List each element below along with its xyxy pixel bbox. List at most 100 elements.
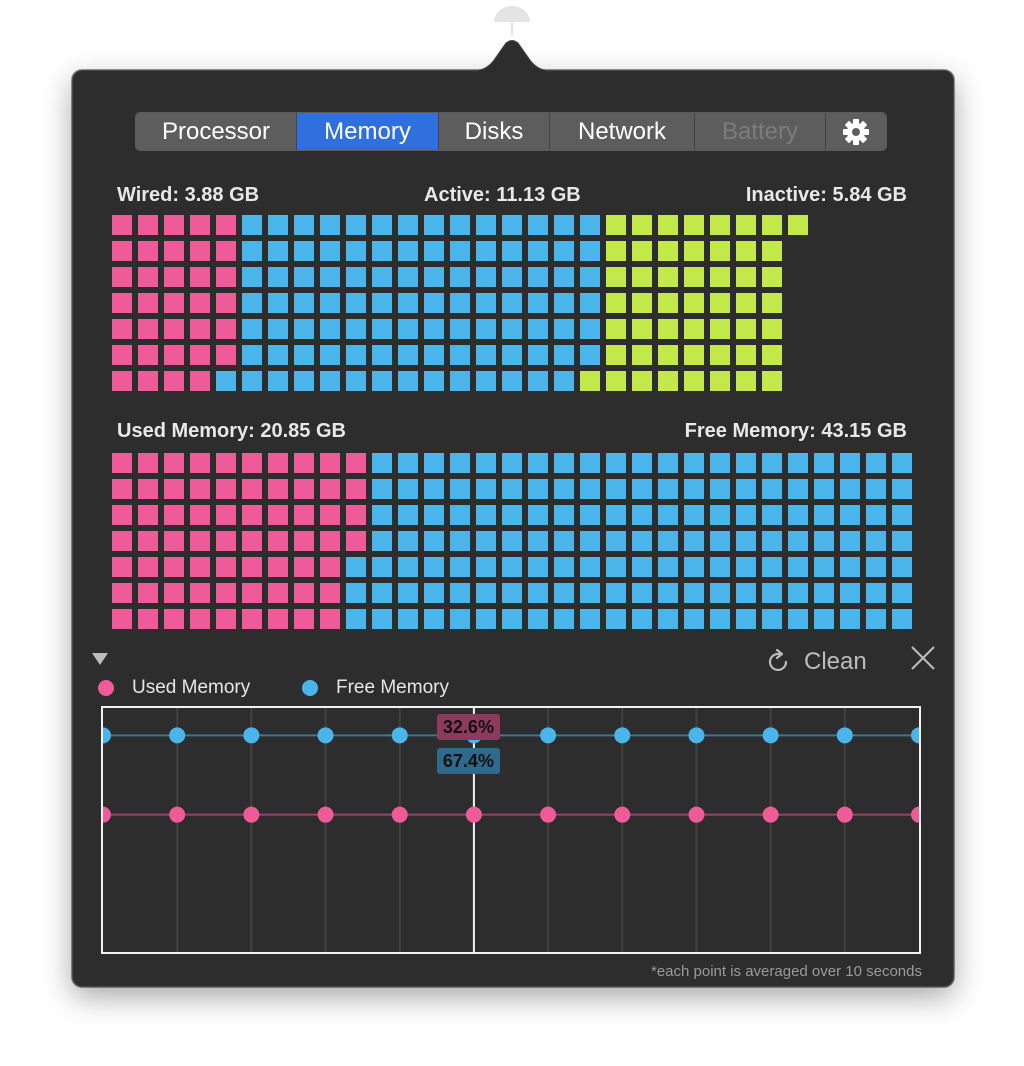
free-cell	[580, 609, 600, 629]
free-cell	[606, 479, 626, 499]
close-icon[interactable]	[910, 645, 936, 671]
used-cell	[164, 453, 184, 473]
inactive-cell	[632, 371, 652, 391]
inactive-cell	[710, 215, 730, 235]
wired-cell	[164, 215, 184, 235]
wired-cell	[112, 345, 132, 365]
wired-cell	[216, 345, 236, 365]
free-cell	[866, 479, 886, 499]
inactive-cell	[632, 319, 652, 339]
free-cell	[684, 531, 704, 551]
memory-history-chart[interactable]	[101, 706, 921, 954]
free-cell	[710, 479, 730, 499]
used-cell	[190, 453, 210, 473]
tab-processor[interactable]: Processor	[136, 113, 297, 150]
free-cell	[710, 609, 730, 629]
tab-battery: Battery	[695, 113, 826, 150]
active-cell	[242, 371, 262, 391]
tab-memory[interactable]: Memory	[297, 113, 439, 150]
inactive-cell	[658, 215, 678, 235]
clean-button[interactable]: Clean	[766, 645, 867, 679]
free-cell	[658, 531, 678, 551]
used-cell	[164, 609, 184, 629]
active-cell	[372, 267, 392, 287]
legend-used: Used Memory	[98, 676, 250, 700]
used-cell	[164, 479, 184, 499]
active-cell	[450, 215, 470, 235]
active-cell	[554, 371, 574, 391]
free-cell	[658, 453, 678, 473]
active-cell	[580, 267, 600, 287]
free-cell	[840, 609, 860, 629]
wired-cell	[164, 241, 184, 261]
free-cell	[476, 479, 496, 499]
active-cell	[502, 319, 522, 339]
hover-used-value: 32.6%	[436, 714, 500, 740]
active-cell	[320, 293, 340, 313]
inactive-label: Inactive: 5.84 GB	[745, 184, 907, 206]
free-cell	[398, 479, 418, 499]
active-cell	[424, 319, 444, 339]
wired-cell	[190, 215, 210, 235]
active-cell	[268, 241, 288, 261]
wired-cell	[216, 267, 236, 287]
wired-cell	[138, 345, 158, 365]
inactive-cell	[736, 215, 756, 235]
active-cell	[424, 371, 444, 391]
used-cell	[294, 479, 314, 499]
free-cell	[814, 453, 834, 473]
free-cell	[528, 609, 548, 629]
active-cell	[268, 267, 288, 287]
used-cell	[138, 505, 158, 525]
free-cell	[866, 557, 886, 577]
inactive-cell	[762, 319, 782, 339]
active-cell	[476, 293, 496, 313]
free-cell	[450, 557, 470, 577]
data-point-free	[762, 727, 779, 744]
free-cell	[554, 505, 574, 525]
free-cell	[762, 557, 782, 577]
free-cell	[736, 583, 756, 603]
used-cell	[138, 583, 158, 603]
used-cell	[268, 557, 288, 577]
active-cell	[554, 215, 574, 235]
free-cell	[372, 453, 392, 473]
free-cell	[710, 557, 730, 577]
tab-network[interactable]: Network	[550, 113, 695, 150]
inactive-cell	[580, 371, 600, 391]
active-cell	[476, 371, 496, 391]
data-point-free	[911, 727, 919, 744]
free-cell	[606, 557, 626, 577]
active-cell	[216, 371, 236, 391]
active-cell	[476, 215, 496, 235]
wired-cell	[112, 267, 132, 287]
inactive-cell	[684, 371, 704, 391]
inactive-cell	[658, 241, 678, 261]
active-cell	[398, 267, 418, 287]
free-cell	[528, 479, 548, 499]
used-cell	[320, 583, 340, 603]
settings-button[interactable]	[826, 113, 886, 150]
free-cell	[762, 505, 782, 525]
active-cell	[476, 241, 496, 261]
free-cell	[606, 453, 626, 473]
active-cell	[424, 293, 444, 313]
used-cell	[216, 609, 236, 629]
used-cell	[190, 505, 210, 525]
free-cell	[658, 505, 678, 525]
free-cell	[762, 609, 782, 629]
free-cell	[658, 609, 678, 629]
used-cell	[138, 557, 158, 577]
free-cell	[580, 505, 600, 525]
used-cell	[138, 531, 158, 551]
inactive-cell	[606, 267, 626, 287]
triangle-down-icon[interactable]	[92, 653, 108, 665]
active-cell	[268, 319, 288, 339]
active-cell	[476, 319, 496, 339]
active-cell	[294, 267, 314, 287]
tab-bar: Processor Memory Disks Network Battery	[135, 112, 887, 151]
active-cell	[372, 345, 392, 365]
tab-disks[interactable]: Disks	[439, 113, 550, 150]
active-cell	[476, 345, 496, 365]
free-cell	[580, 583, 600, 603]
